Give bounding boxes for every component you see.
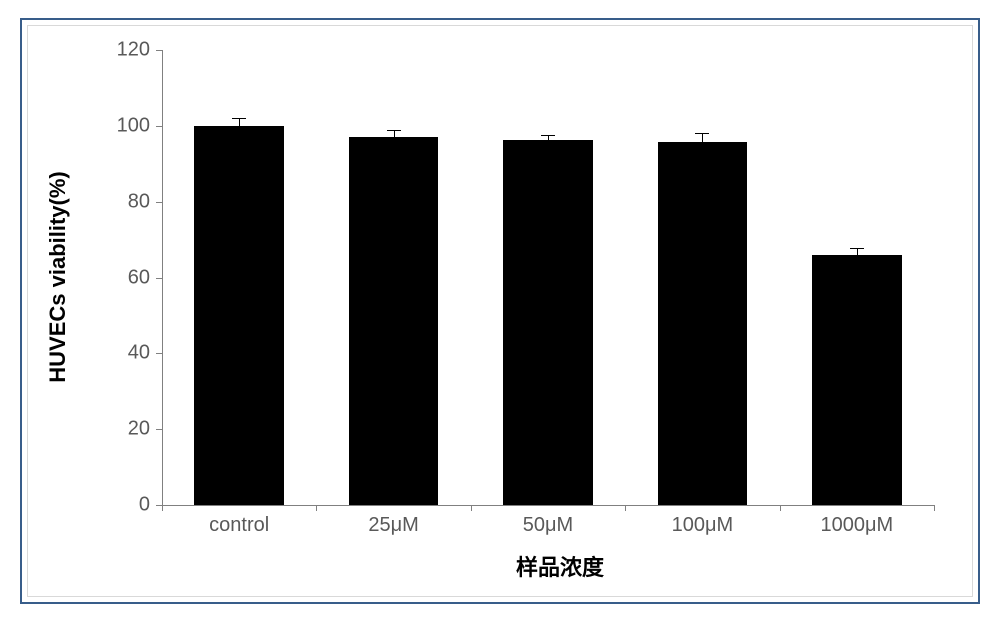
x-tick-mark xyxy=(934,505,935,511)
y-tick-label: 120 xyxy=(90,39,150,62)
x-tick-mark xyxy=(316,505,317,511)
bar xyxy=(349,137,439,505)
error-bar-stem xyxy=(239,118,240,126)
bar xyxy=(503,140,593,505)
y-tick-label: 80 xyxy=(90,190,150,213)
y-tick-label: 40 xyxy=(90,342,150,365)
y-tick-mark xyxy=(156,429,162,430)
x-tick-mark xyxy=(471,505,472,511)
y-tick-label: 100 xyxy=(90,114,150,137)
error-bar-stem xyxy=(857,248,858,255)
x-axis-line xyxy=(162,505,934,506)
y-tick-mark xyxy=(156,126,162,127)
y-tick-mark xyxy=(156,50,162,51)
error-bar-stem xyxy=(394,130,395,137)
x-category-label: 50μM xyxy=(523,514,573,537)
y-tick-mark xyxy=(156,353,162,354)
x-axis-title: 样品浓度 xyxy=(516,550,604,582)
y-tick-mark xyxy=(156,278,162,279)
bar xyxy=(812,255,902,505)
x-category-label: 25μM xyxy=(368,514,418,537)
x-category-label: 1000μM xyxy=(820,514,893,537)
x-tick-mark xyxy=(625,505,626,511)
x-tick-mark xyxy=(162,505,163,511)
y-axis-title: HUVECs viability(%) xyxy=(45,171,71,383)
y-tick-label: 60 xyxy=(90,266,150,289)
plot-area xyxy=(162,50,934,505)
y-tick-label: 20 xyxy=(90,418,150,441)
y-tick-label: 0 xyxy=(90,494,150,517)
error-bar-cap xyxy=(541,135,555,136)
error-bar-cap xyxy=(850,248,864,249)
x-category-label: 100μM xyxy=(672,514,734,537)
y-tick-mark xyxy=(156,202,162,203)
bar xyxy=(658,142,748,505)
error-bar-cap xyxy=(232,118,246,119)
bar-chart: HUVECs viability(%) 样品浓度 0 20 40 60 80 100 120… xyxy=(22,20,978,602)
error-bar-cap xyxy=(387,130,401,131)
error-bar-cap xyxy=(695,133,709,134)
error-bar-stem xyxy=(702,133,703,141)
x-category-label: control xyxy=(209,514,269,537)
bar xyxy=(194,126,284,505)
x-axis-title-wrap: 样品浓度 xyxy=(22,550,978,582)
chart-frame: HUVECs viability(%) 样品浓度 0 20 40 60 80 100 120… xyxy=(20,18,980,604)
x-tick-mark xyxy=(780,505,781,511)
